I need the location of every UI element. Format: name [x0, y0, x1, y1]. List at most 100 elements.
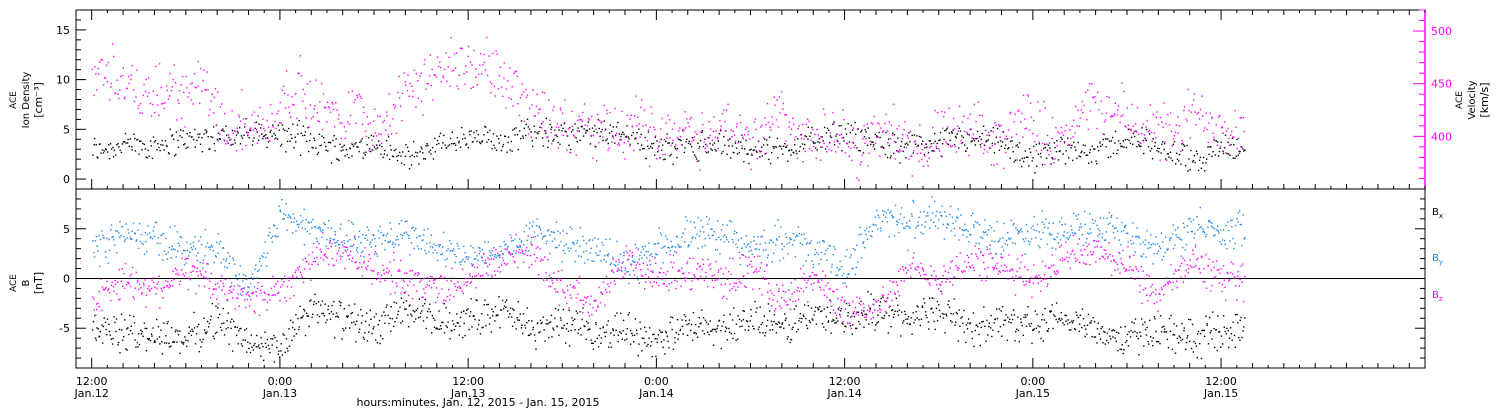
data-point	[1059, 319, 1062, 322]
data-point	[538, 130, 540, 133]
data-point	[867, 127, 869, 129]
data-point	[703, 332, 706, 335]
data-point	[174, 82, 177, 84]
data-point	[1002, 249, 1005, 252]
data-point	[547, 136, 549, 138]
data-point	[447, 145, 449, 147]
data-point	[384, 248, 386, 251]
data-point	[679, 329, 681, 332]
data-point	[187, 96, 189, 98]
data-point	[1197, 333, 1199, 335]
data-point	[1193, 93, 1195, 95]
data-point	[1100, 327, 1102, 330]
data-point	[319, 227, 321, 229]
data-point	[596, 245, 598, 247]
data-point	[711, 228, 713, 230]
data-point	[823, 240, 825, 242]
data-point	[869, 140, 871, 143]
data-point	[1180, 163, 1182, 165]
data-point	[851, 268, 853, 270]
data-point	[1051, 137, 1053, 140]
data-point	[545, 117, 547, 119]
data-point	[545, 130, 547, 133]
data-point	[421, 310, 423, 312]
data-point	[698, 235, 701, 237]
data-point	[528, 227, 531, 230]
data-point	[471, 64, 473, 66]
data-point	[796, 234, 798, 236]
data-point	[100, 59, 102, 61]
data-point	[506, 247, 508, 249]
data-point	[838, 142, 841, 145]
data-point	[1186, 337, 1188, 339]
data-point	[199, 133, 201, 135]
data-point	[645, 250, 647, 253]
data-point	[362, 157, 364, 159]
data-point	[728, 331, 731, 333]
data-point	[652, 333, 654, 336]
data-point	[355, 341, 357, 343]
data-point	[635, 329, 638, 331]
data-point	[229, 255, 231, 257]
data-point	[863, 125, 865, 127]
data-point	[356, 251, 359, 253]
data-point	[604, 335, 606, 338]
data-point	[679, 136, 682, 138]
data-point	[573, 242, 575, 244]
data-point	[839, 310, 842, 312]
data-point	[1116, 114, 1118, 116]
data-point	[962, 229, 965, 232]
data-point	[981, 142, 983, 145]
data-point	[415, 151, 417, 154]
data-point	[209, 148, 211, 150]
data-point	[583, 103, 586, 105]
data-point	[242, 339, 244, 341]
data-point	[146, 327, 148, 330]
data-point	[1105, 146, 1107, 148]
data-point	[884, 122, 886, 125]
data-point	[894, 310, 896, 312]
data-point	[232, 132, 234, 134]
data-point	[622, 319, 625, 322]
data-point	[442, 231, 445, 234]
data-point	[317, 321, 319, 324]
data-point	[1018, 231, 1020, 233]
data-point	[796, 152, 798, 155]
y-right-tick-label: 450	[1431, 78, 1452, 91]
data-point	[532, 145, 534, 148]
data-point	[924, 302, 926, 304]
data-point	[831, 266, 833, 268]
data-point	[1078, 330, 1080, 333]
data-point	[1185, 341, 1188, 344]
data-point	[117, 93, 119, 95]
data-point	[731, 238, 733, 241]
data-point	[171, 86, 174, 88]
data-point	[438, 244, 440, 246]
data-point	[757, 235, 759, 238]
data-point	[145, 306, 147, 308]
data-point	[251, 346, 253, 348]
data-point	[310, 299, 312, 301]
data-point	[733, 152, 735, 154]
data-point	[874, 329, 876, 331]
data-point	[238, 116, 241, 118]
data-point	[398, 244, 400, 246]
data-point	[1233, 247, 1235, 250]
data-point	[387, 133, 390, 136]
data-point	[1015, 331, 1017, 333]
data-point	[102, 237, 105, 239]
data-point	[619, 331, 621, 333]
data-point	[1041, 210, 1043, 212]
data-point	[791, 149, 793, 151]
data-point	[832, 318, 834, 321]
data-point	[438, 142, 440, 145]
data-point	[388, 158, 391, 161]
data-point	[512, 129, 514, 131]
data-point	[1137, 140, 1139, 143]
data-point	[813, 314, 815, 316]
data-point	[916, 145, 918, 148]
data-point	[435, 327, 437, 330]
data-point	[785, 317, 787, 320]
data-point	[456, 313, 458, 315]
data-point	[465, 144, 467, 146]
